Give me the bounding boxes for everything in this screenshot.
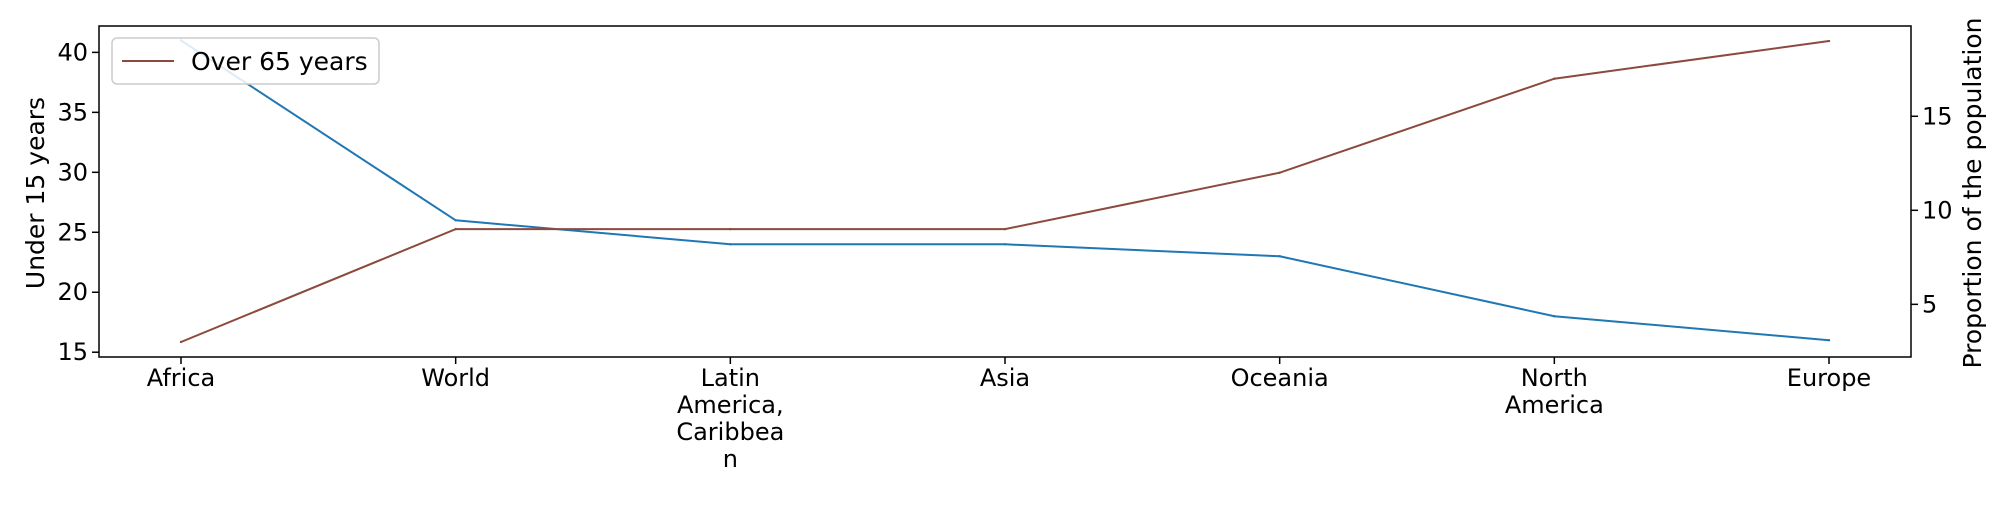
x-tick-label: Africa [147, 364, 215, 392]
data-point [1827, 339, 1831, 342]
x-tick-label: Europe [1787, 364, 1871, 392]
left-y-tick-label: 30 [57, 158, 88, 186]
x-tick-label: America, [677, 391, 784, 419]
legend-label: Over 65 years [191, 47, 368, 76]
x-tick-label: Latin [701, 364, 760, 392]
data-point [729, 227, 732, 231]
data-point [1827, 39, 1831, 43]
left-y-tick-label: 40 [57, 38, 88, 66]
left-y-tick-label: 20 [57, 278, 88, 306]
x-tick-label: World [421, 364, 490, 392]
x-tick-label: Oceania [1231, 364, 1329, 392]
right-y-axis-title: Proportion of the population [1958, 18, 1987, 369]
data-point [1278, 171, 1281, 174]
data-point [729, 243, 732, 246]
left-y-tick-label: 15 [57, 338, 88, 366]
x-tick-label: Caribbea [676, 418, 784, 446]
data-point [1003, 243, 1007, 246]
data-point [454, 227, 457, 231]
left-y-tick-label: 25 [57, 218, 88, 246]
legend: Over 65 years [111, 37, 380, 85]
data-point [1553, 77, 1556, 80]
right-y-tick-label: 15 [1922, 102, 1953, 130]
series-layer [179, 39, 1831, 344]
data-point [1553, 315, 1556, 318]
series-line-under-15 [180, 39, 1830, 342]
legend-box [111, 37, 380, 85]
right-y-tick-label: 5 [1922, 290, 1937, 318]
x-tick-label: n [723, 445, 738, 473]
right-y-axis: 5 10 15 [1911, 102, 1953, 318]
series-line-over-65 [180, 40, 1830, 343]
data-point [1278, 255, 1281, 258]
x-tick-label: North [1521, 364, 1588, 392]
data-point [454, 219, 457, 222]
data-point [1003, 227, 1007, 231]
left-y-axis-title: Under 15 years [21, 97, 50, 289]
data-point [179, 340, 183, 344]
left-y-axis: 15 20 25 30 35 40 [57, 38, 99, 366]
x-tick-label: Asia [980, 364, 1030, 392]
left-y-tick-label: 35 [57, 98, 88, 126]
right-y-tick-label: 10 [1922, 196, 1953, 224]
x-tick-label: America [1505, 391, 1604, 419]
